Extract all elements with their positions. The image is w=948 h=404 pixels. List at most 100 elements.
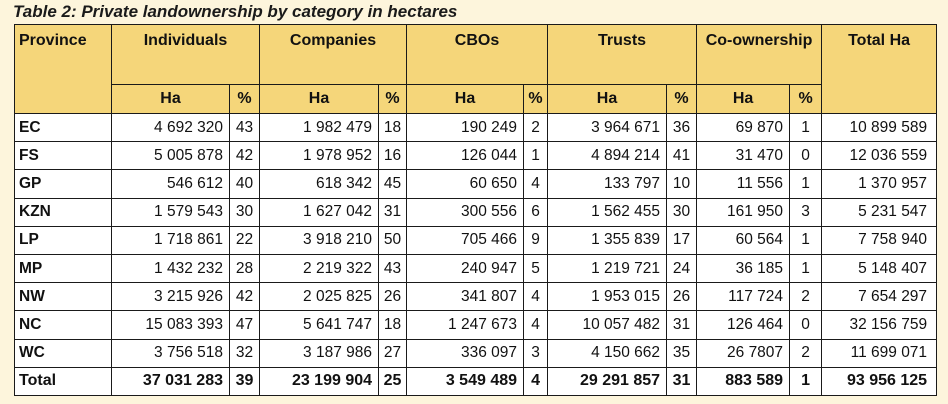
percent-cell: 0 [789,141,823,171]
percent-cell: 30 [228,197,261,227]
percent-cell: 43 [378,253,408,284]
hectares-cell: 618 342 [259,169,380,199]
percent-cell: 27 [378,338,408,368]
hectares-cell: 5 005 878 [111,141,230,171]
hectares-cell: 126 464 [696,310,791,340]
province-cell: GP [14,169,112,199]
subheader-ha: Ha [406,84,525,114]
hectares-cell: 1 247 673 [406,310,525,340]
total-ha-cell: 32 156 759 [821,310,938,340]
subheader-ha: Ha [111,84,230,114]
subheader-ha: Ha [547,84,668,114]
percent-cell: 35 [666,338,698,368]
percent-cell: 16 [378,141,408,171]
hectares-cell: 705 466 [406,225,525,255]
percent-cell: 45 [378,169,408,199]
percent-cell: 28 [228,253,261,284]
hectares-cell: 31 470 [696,141,791,171]
hectares-cell: 1 432 232 [111,253,230,284]
total-ha-cell: 5 148 407 [821,253,938,284]
hectares-cell: 341 807 [406,282,525,312]
hectares-cell: 29 291 857 [547,366,668,397]
hectares-cell: 26 7807 [696,338,791,368]
hectares-cell: 4 692 320 [111,112,230,143]
hectares-cell: 3 215 926 [111,282,230,312]
percent-cell: 9 [523,225,549,255]
hectares-cell: 300 556 [406,197,525,227]
hectares-cell: 10 057 482 [547,310,668,340]
percent-cell: 40 [228,169,261,199]
hectares-cell: 3 918 210 [259,225,380,255]
hectares-cell: 1 627 042 [259,197,380,227]
percent-cell: 0 [789,310,823,340]
percent-cell: 1 [789,366,823,397]
percent-cell: 4 [523,366,549,397]
percent-cell: 18 [378,310,408,340]
hectares-cell: 883 589 [696,366,791,397]
total-ha-cell: 11 699 071 [821,338,938,368]
hectares-cell: 3 756 518 [111,338,230,368]
hectares-cell: 36 185 [696,253,791,284]
percent-cell: 10 [666,169,698,199]
table-caption: Table 2: Private landownership by catego… [13,2,458,21]
table-row: KZN 1 579 543 30 1 627 042 31 300 556 6 1 562 4… [14,197,938,227]
percent-cell: 1 [789,225,823,255]
header-co-ownership: Co-ownership [696,24,823,85]
percent-cell: 25 [378,366,408,397]
hectares-cell: 126 044 [406,141,525,171]
subheader-ha: Ha [696,84,791,114]
table-row: EC 4 692 320 43 1 982 479 18 190 249 2 3 964 67… [14,112,938,143]
province-cell: Total [14,366,112,397]
total-ha-cell: 7 758 940 [821,225,938,255]
hectares-cell: 117 724 [696,282,791,312]
province-cell: FS [14,141,112,171]
province-cell: EC [14,112,112,143]
header-province: Province [14,24,112,114]
table-body: EC 4 692 320 43 1 982 479 18 190 249 2 3 964 67… [14,112,938,397]
percent-cell: 31 [666,310,698,340]
percent-cell: 4 [523,169,549,199]
hectares-cell: 37 031 283 [111,366,230,397]
hectares-cell: 1 953 015 [547,282,668,312]
hectares-cell: 60 564 [696,225,791,255]
percent-cell: 50 [378,225,408,255]
percent-cell: 1 [789,253,823,284]
percent-cell: 41 [666,141,698,171]
percent-cell: 6 [523,197,549,227]
subheader-ha: Ha [259,84,380,114]
percent-cell: 4 [523,282,549,312]
subheader-pct: % [378,84,408,114]
hectares-cell: 1 978 952 [259,141,380,171]
header-trusts: Trusts [547,24,698,85]
header-cbos: CBOs [406,24,549,85]
header-total-ha: Total Ha [821,24,938,114]
hectares-cell: 1 982 479 [259,112,380,143]
percent-cell: 39 [228,366,261,397]
percent-cell: 22 [228,225,261,255]
percent-cell: 2 [523,112,549,143]
hectares-cell: 2 219 322 [259,253,380,284]
hectares-cell: 11 556 [696,169,791,199]
percent-cell: 32 [228,338,261,368]
hectares-cell: 3 964 671 [547,112,668,143]
percent-cell: 1 [789,112,823,143]
percent-cell: 1 [523,141,549,171]
table-row: FS 5 005 878 42 1 978 952 16 126 044 1 4 894 21… [14,141,938,171]
hectares-cell: 1 355 839 [547,225,668,255]
table-row: NW 3 215 926 42 2 025 825 26 341 807 4 1 953 01… [14,282,938,312]
total-ha-cell: 93 956 125 [821,366,938,397]
hectares-cell: 240 947 [406,253,525,284]
province-cell: NW [14,282,112,312]
percent-cell: 18 [378,112,408,143]
table-row: NC 15 083 393 47 5 641 747 18 1 247 673 4 10 05… [14,310,938,340]
hectares-cell: 161 950 [696,197,791,227]
hectares-cell: 1 579 543 [111,197,230,227]
hectares-cell: 133 797 [547,169,668,199]
percent-cell: 36 [666,112,698,143]
hectares-cell: 336 097 [406,338,525,368]
table-header: Province Individuals Companies CBOs Trus… [14,24,938,114]
hectares-cell: 1 219 721 [547,253,668,284]
total-ha-cell: 7 654 297 [821,282,938,312]
province-cell: LP [14,225,112,255]
